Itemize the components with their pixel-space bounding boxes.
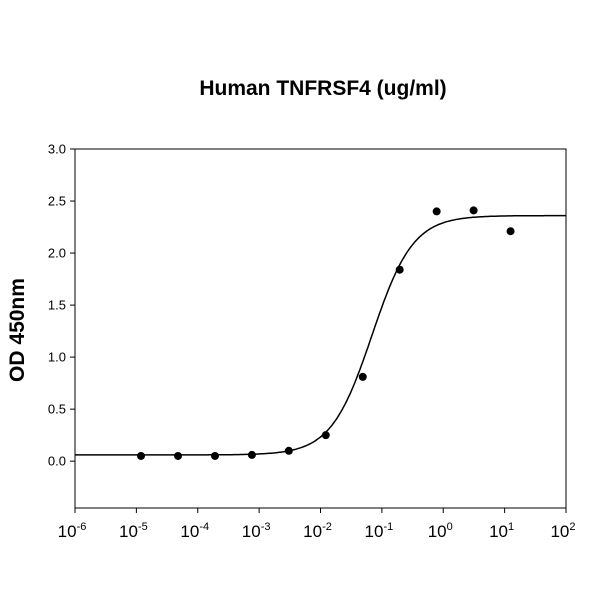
y-tick-label: 0.0	[48, 454, 66, 469]
data-point	[432, 207, 441, 216]
y-tick-label: 2.5	[48, 194, 66, 209]
x-tick-exponent: 0	[447, 521, 453, 533]
x-tick-exponent: 1	[508, 521, 514, 533]
x-tick-base: 10	[365, 522, 384, 541]
y-axis-label: OD 450nm	[6, 278, 29, 382]
x-tick-label: 102	[550, 521, 575, 541]
x-tick-label: 10-6	[58, 521, 87, 541]
y-tick-label: 0.5	[48, 402, 66, 417]
x-axis: 10-6 10-5 10-4 10-3 10-2 10-1 100 101 102	[58, 508, 576, 541]
y-axis: 0.0 0.5 1.0 1.5 2.0 2.5 3.0	[48, 142, 75, 469]
x-tick-exponent: -5	[138, 521, 148, 533]
x-tick-exponent: -4	[199, 521, 209, 533]
x-tick-exponent: -1	[383, 521, 393, 533]
x-tick-base: 10	[428, 522, 447, 541]
y-tick-label: 1.0	[48, 350, 66, 365]
y-tick-label: 3.0	[48, 142, 66, 157]
x-tick-label: 10-4	[180, 521, 209, 541]
fit-curve	[75, 214, 566, 456]
data-point	[321, 431, 330, 440]
x-tick-label: 10-2	[303, 521, 332, 541]
data-point	[469, 206, 478, 215]
plot-marks	[75, 206, 566, 460]
x-tick-base: 10	[489, 522, 508, 541]
data-point	[395, 265, 404, 274]
x-tick-exponent: -2	[322, 521, 332, 533]
x-tick-label: 101	[489, 521, 514, 541]
x-tick-label: 10-3	[242, 521, 271, 541]
x-tick-base: 10	[550, 522, 569, 541]
x-tick-exponent: -6	[77, 521, 87, 533]
data-point	[284, 446, 293, 455]
data-point	[210, 451, 219, 460]
x-tick-label: 100	[428, 521, 453, 541]
x-tick-exponent: 2	[569, 521, 575, 533]
x-tick-base: 10	[58, 522, 77, 541]
x-tick-base: 10	[303, 522, 322, 541]
data-point	[247, 450, 256, 459]
x-tick-label: 10-1	[365, 521, 394, 541]
data-point	[506, 227, 515, 236]
data-point	[174, 451, 183, 460]
x-tick-label: 10-5	[119, 521, 148, 541]
x-tick-exponent: -3	[261, 521, 271, 533]
x-tick-base: 10	[180, 522, 199, 541]
x-tick-base: 10	[242, 522, 261, 541]
y-tick-label: 2.0	[48, 246, 66, 261]
chart-title: Human TNFRSF4 (ug/ml)	[199, 77, 446, 100]
x-tick-base: 10	[119, 522, 138, 541]
data-point	[358, 372, 367, 381]
y-tick-label: 1.5	[48, 298, 66, 313]
data-point	[137, 451, 146, 460]
